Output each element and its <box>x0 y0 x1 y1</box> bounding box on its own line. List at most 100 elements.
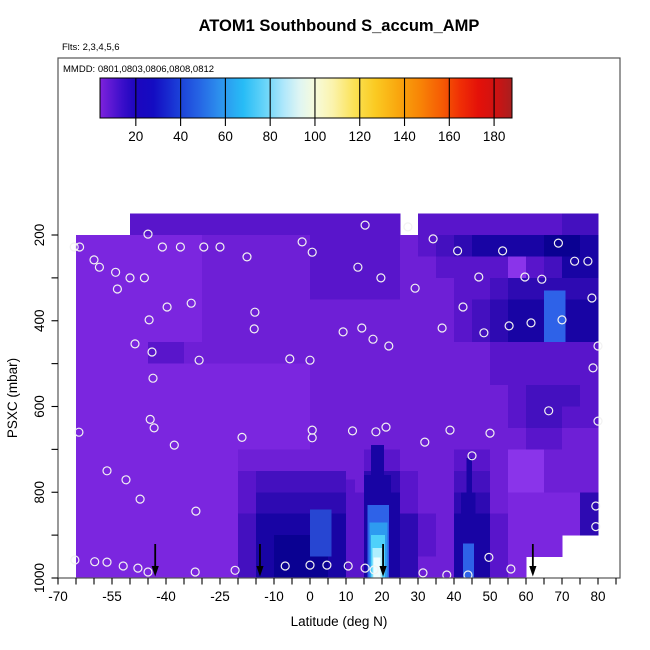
x-tick-label: 80 <box>590 589 605 604</box>
heatmap-cell <box>436 556 455 579</box>
heatmap-cell <box>544 363 563 386</box>
heatmap-cell <box>508 299 527 322</box>
heatmap-feature <box>364 475 391 501</box>
heatmap-cell <box>94 299 113 322</box>
heatmap-cell <box>544 535 563 557</box>
heatmap-cell <box>274 213 293 236</box>
heatmap-cell <box>544 449 563 472</box>
heatmap-cell <box>220 556 239 579</box>
heatmap-cell <box>418 406 437 429</box>
heatmap-cell <box>76 556 95 579</box>
data-point-circle <box>175 242 185 252</box>
heatmap-cell <box>94 513 113 536</box>
heatmap-cell <box>220 427 239 450</box>
heatmap-cell <box>400 342 419 364</box>
heatmap-cell <box>418 449 437 472</box>
heatmap-cell <box>94 470 113 493</box>
heatmap-cell <box>292 427 311 450</box>
heatmap-cell <box>364 342 383 364</box>
heatmap-cell <box>166 363 185 386</box>
y-tick-label: 800 <box>32 481 47 504</box>
heatmap-cell <box>508 277 527 300</box>
heatmap-cell <box>148 535 167 557</box>
heatmap-cell <box>508 556 527 579</box>
heatmap-cell <box>364 277 383 300</box>
heatmap-cell <box>346 320 365 343</box>
data-point-circle <box>94 262 105 272</box>
heatmap-cell <box>418 513 437 536</box>
x-tick-label: 20 <box>374 589 389 604</box>
heatmap-cell <box>346 256 365 279</box>
heatmap-cell <box>76 277 95 300</box>
heatmap-cell <box>148 299 167 322</box>
mmdd-annotation: MMDD: 0801,0803,0806,0808,0812 <box>63 64 214 75</box>
heatmap-cell <box>382 427 401 450</box>
heatmap-cell <box>112 492 131 514</box>
heatmap-cell <box>256 470 275 493</box>
heatmap-cell <box>274 235 293 257</box>
heatmap-cell <box>364 213 383 236</box>
heatmap-cell <box>580 235 599 257</box>
heatmap-cell <box>274 492 293 514</box>
heatmap-cell <box>148 256 167 279</box>
heatmap-cell <box>310 449 329 472</box>
heatmap-cell <box>418 342 437 364</box>
heatmap-cell <box>472 320 491 343</box>
heatmap-cell <box>526 406 545 429</box>
heatmap-cell <box>490 406 509 429</box>
heatmap-cell <box>400 363 419 386</box>
heatmap-cell <box>220 299 239 322</box>
heatmap-cell <box>238 492 257 514</box>
x-tick-label: -10 <box>264 589 284 604</box>
heatmap-cell <box>508 406 527 429</box>
heatmap-cell <box>76 406 95 429</box>
heatmap-cell <box>472 492 491 514</box>
heatmap-cell <box>544 385 563 407</box>
heatmap-cell <box>292 299 311 322</box>
heatmap-cell <box>436 470 455 493</box>
heatmap-cell <box>292 406 311 429</box>
heatmap-cell <box>292 556 311 579</box>
heatmap-cell <box>454 213 473 236</box>
data-point-circle <box>69 242 79 252</box>
data-point-circle <box>479 328 489 338</box>
heatmap-cell <box>580 406 599 429</box>
heatmap-cell <box>256 363 275 386</box>
data-point-circle <box>484 552 494 563</box>
heatmap-cell <box>472 406 491 429</box>
heatmap-cell <box>526 320 545 343</box>
heatmap-cell <box>472 299 491 322</box>
colorbar-tick-label: 60 <box>218 129 233 144</box>
heatmap-cell <box>436 535 455 557</box>
heatmap-cell <box>580 470 599 493</box>
heatmap-cell <box>400 535 419 557</box>
heatmap-cell <box>436 299 455 322</box>
heatmap-cell <box>310 385 329 407</box>
heatmap-cell <box>580 513 599 536</box>
heatmap-cell <box>130 235 149 257</box>
heatmap-cell <box>238 556 257 579</box>
x-tick-label: 0 <box>306 589 314 604</box>
heatmap-cell <box>256 427 275 450</box>
heatmap-cell <box>202 449 221 472</box>
data-point-circle <box>305 355 315 365</box>
heatmap-cell <box>202 235 221 257</box>
heatmap-cell <box>274 342 293 364</box>
data-point-circle <box>376 273 386 283</box>
heatmap-cell <box>436 277 455 300</box>
colorbar-tick-label: 120 <box>348 129 371 144</box>
heatmap-cell <box>490 449 509 472</box>
heatmap-cell <box>382 363 401 386</box>
data-point-circle <box>420 437 430 447</box>
heatmap-cell <box>328 320 347 343</box>
data-point-circle <box>504 321 514 331</box>
heatmap-cell <box>364 385 383 407</box>
heatmap-cell <box>580 213 599 236</box>
heatmap-cell <box>328 427 347 450</box>
heatmap-cell <box>130 213 149 236</box>
heatmap-cell <box>346 299 365 322</box>
y-tick-label: 200 <box>32 224 47 247</box>
heatmap-cell <box>310 320 329 343</box>
heatmap-cell <box>364 320 383 343</box>
